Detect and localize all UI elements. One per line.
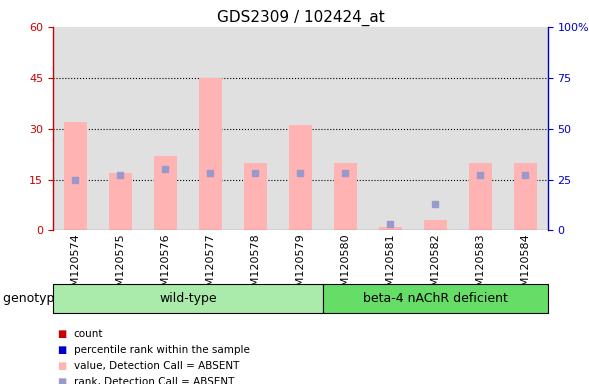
Text: value, Detection Call = ABSENT: value, Detection Call = ABSENT — [74, 361, 239, 371]
Bar — [64, 122, 87, 230]
Text: wild-type: wild-type — [159, 292, 217, 305]
Text: percentile rank within the sample: percentile rank within the sample — [74, 345, 250, 355]
Bar — [424, 220, 446, 230]
Title: GDS2309 / 102424_at: GDS2309 / 102424_at — [217, 9, 384, 25]
Bar — [154, 156, 177, 230]
Text: ■: ■ — [57, 345, 67, 355]
Text: count: count — [74, 329, 103, 339]
Bar — [109, 173, 132, 230]
Bar — [469, 162, 492, 230]
Bar — [289, 125, 312, 230]
Bar — [199, 78, 221, 230]
Text: ■: ■ — [57, 361, 67, 371]
Text: rank, Detection Call = ABSENT: rank, Detection Call = ABSENT — [74, 377, 234, 384]
Bar — [514, 162, 537, 230]
Bar — [379, 227, 402, 230]
Text: ■: ■ — [57, 377, 67, 384]
Bar — [244, 162, 267, 230]
Text: ■: ■ — [57, 329, 67, 339]
Text: beta-4 nAChR deficient: beta-4 nAChR deficient — [363, 292, 508, 305]
Bar — [334, 162, 356, 230]
Text: genotype/variation ▶: genotype/variation ▶ — [3, 292, 135, 305]
